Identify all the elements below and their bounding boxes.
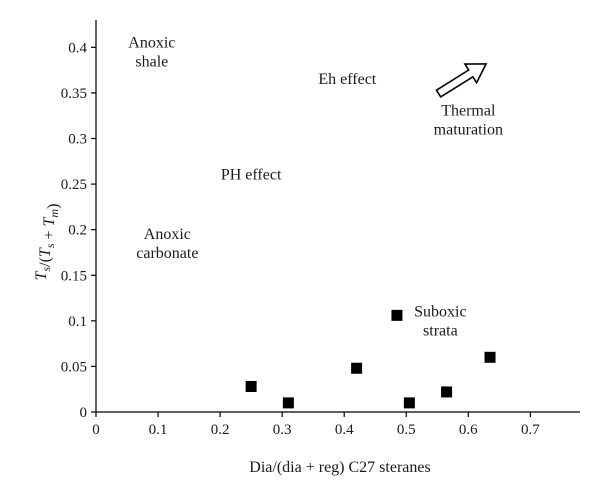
- thermal-maturation-arrow-icon: [435, 63, 488, 99]
- x-axis-label: Dia/(dia + reg) C27 steranes: [249, 459, 430, 476]
- x-tick-label: 0.7: [521, 422, 540, 438]
- annotation-thermal-maturation: Thermal maturation: [434, 103, 503, 139]
- y-tick-label: 0.1: [68, 314, 87, 330]
- x-tick-label: 0.2: [211, 422, 230, 438]
- y-tick-label: 0.35: [61, 86, 87, 102]
- x-tick-label: 0.4: [335, 422, 354, 438]
- annotation-anoxic-carbonate: Anoxic carbonate: [136, 226, 198, 262]
- y-tick-label: 0: [80, 405, 88, 421]
- data-point: [282, 397, 294, 409]
- data-point: [441, 386, 453, 398]
- y-tick-label: 0.2: [68, 223, 87, 239]
- y-tick-label: 0.3: [68, 132, 87, 148]
- annotation-ph-effect: PH effect: [221, 167, 282, 184]
- data-point: [484, 351, 496, 363]
- data-point: [403, 397, 415, 409]
- annotations: Anoxic shale Eh effect Thermal maturation PH …: [128, 34, 503, 339]
- x-tick-label: 0.6: [459, 422, 478, 438]
- annotation-suboxic-strata: Suboxic strata: [414, 303, 466, 339]
- y-tick-label: 0.15: [61, 268, 87, 284]
- arrow-shape: [435, 63, 488, 99]
- annotation-eh-effect: Eh effect: [318, 71, 376, 88]
- data-point: [351, 362, 363, 374]
- ticks: 0 0.1 0.2 0.3 0.4 0.5 0.6 0.7 0 0.05 0.1 0.15 0.2 0.2…: [61, 40, 540, 438]
- y-axis-label: Ts/(Ts + Tm): [33, 204, 62, 281]
- data-points: [245, 309, 496, 409]
- x-tick-label: 0.5: [397, 422, 416, 438]
- x-tick-label: 0.3: [273, 422, 292, 438]
- annotation-anoxic-shale: Anoxic shale: [128, 34, 175, 70]
- y-tick-label: 0.4: [68, 40, 87, 56]
- x-tick-label: 0.1: [149, 422, 168, 438]
- y-tick-label: 0.25: [61, 177, 87, 193]
- data-point: [245, 380, 257, 392]
- x-tick-label: 0: [92, 422, 100, 438]
- y-tick-label: 0.05: [61, 359, 87, 375]
- axes: [95, 20, 580, 413]
- data-point: [391, 309, 403, 321]
